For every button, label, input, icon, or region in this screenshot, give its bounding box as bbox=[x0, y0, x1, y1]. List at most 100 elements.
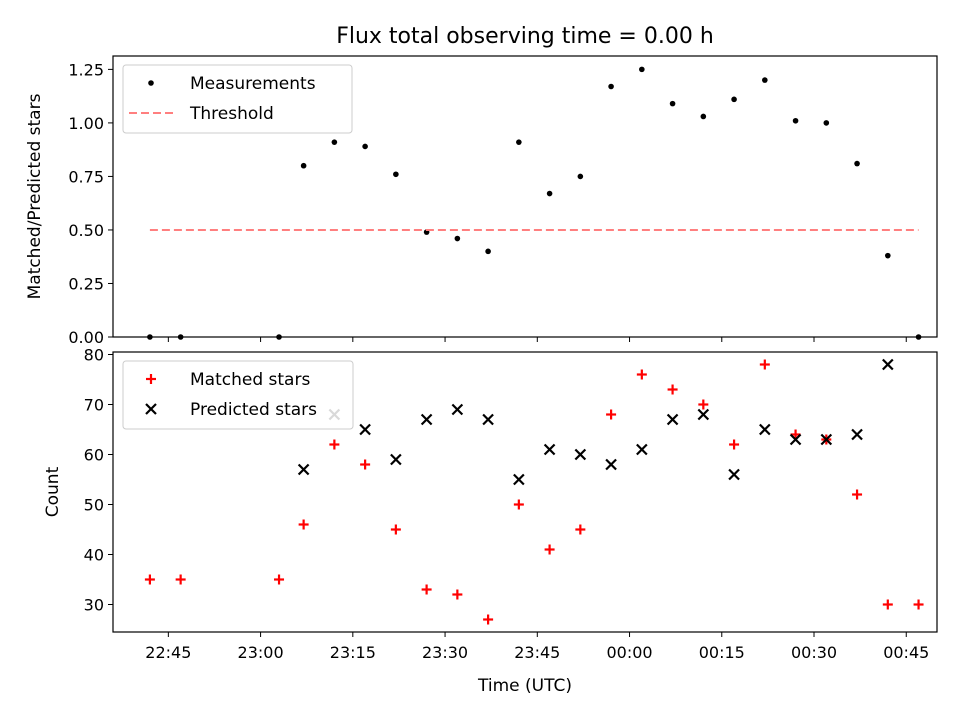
y-tick-label: 60 bbox=[84, 446, 104, 465]
predicted-star-point bbox=[789, 433, 802, 446]
predicted-star-point bbox=[482, 413, 494, 426]
x-axis-label: Time (UTC) bbox=[477, 676, 572, 696]
matched-star-point bbox=[274, 574, 285, 585]
y-tick-label: 70 bbox=[84, 396, 104, 415]
star-count-panel: Count Time (UTC) 30 40 50 60 70 80 22:45 23:00 2… bbox=[43, 346, 938, 696]
x-tick-label: 00:45 bbox=[883, 643, 929, 662]
predicted-star-point bbox=[759, 423, 771, 436]
measurement-point bbox=[608, 83, 614, 90]
measurement-point bbox=[700, 113, 707, 120]
legend-x-icon bbox=[145, 403, 157, 415]
measurement-point bbox=[669, 100, 676, 107]
matched-star-point bbox=[298, 519, 309, 530]
matched-star-point bbox=[144, 574, 155, 585]
y-tick-label: 1.00 bbox=[68, 114, 104, 133]
matched-star-point bbox=[636, 369, 647, 380]
measurement-point bbox=[762, 77, 768, 83]
measurement-point bbox=[731, 96, 737, 103]
legend[interactable]: Measurements Threshold bbox=[122, 64, 353, 134]
measurement-point bbox=[454, 235, 461, 242]
measurement-point bbox=[516, 139, 522, 145]
matched-star-point bbox=[575, 524, 586, 535]
measurement-point bbox=[331, 139, 338, 145]
predicted-star-point bbox=[636, 443, 648, 456]
matched-star-point bbox=[483, 614, 494, 625]
measurement-point bbox=[792, 117, 799, 124]
x-tick-label: 23:00 bbox=[238, 643, 284, 662]
y-tick-label: 0.50 bbox=[68, 221, 104, 240]
matched-star-point bbox=[852, 489, 863, 500]
predicted-star-point bbox=[666, 413, 679, 426]
matched-star-point bbox=[360, 459, 371, 470]
plot-frame bbox=[112, 55, 938, 338]
predicted-star-point bbox=[420, 413, 433, 426]
y-axis-label: Count bbox=[43, 466, 63, 517]
predicted-star-point bbox=[543, 443, 556, 456]
matched-star-point bbox=[421, 584, 432, 595]
measurement-point bbox=[300, 162, 307, 169]
y-tick-label: 0.00 bbox=[68, 328, 104, 347]
y-tick-label: 50 bbox=[84, 496, 104, 515]
matched-star-point bbox=[329, 439, 340, 450]
y-tick-label: 40 bbox=[84, 546, 104, 565]
flux-ratio-panel: Flux total observing time = 0.00 h Match… bbox=[25, 24, 938, 347]
measurement-point bbox=[885, 252, 891, 259]
x-tick-label: 00:15 bbox=[699, 643, 745, 662]
matched-star-point bbox=[759, 359, 770, 370]
predicted-star-point bbox=[513, 473, 525, 486]
legend-box bbox=[122, 360, 354, 430]
predicted-star-point bbox=[697, 408, 710, 421]
plot-frame bbox=[112, 351, 938, 633]
predicted-star-point bbox=[728, 468, 740, 481]
x-tick-label: 00:00 bbox=[606, 643, 652, 662]
matched-star-point bbox=[667, 384, 678, 395]
predicted-star-point bbox=[820, 433, 833, 446]
matched-star-point bbox=[913, 599, 924, 610]
predicted-star-point bbox=[851, 428, 863, 441]
legend-dot-icon bbox=[148, 80, 154, 86]
legend-label: Threshold bbox=[189, 104, 274, 124]
measurement-point bbox=[823, 120, 830, 126]
y-tick-label: 30 bbox=[84, 596, 104, 615]
measurement-point bbox=[854, 160, 860, 167]
y-tick-label: 80 bbox=[84, 346, 104, 365]
y-axis-ticks: 0.00 0.25 0.50 0.75 1.00 1.25 bbox=[68, 60, 907, 347]
predicted-star-point bbox=[390, 453, 402, 466]
x-tick-label: 23:45 bbox=[514, 643, 560, 662]
chart-title: Flux total observing time = 0.00 h bbox=[336, 24, 714, 49]
measurement-point bbox=[577, 173, 584, 180]
legend-plus-icon bbox=[146, 374, 156, 384]
legend-label: Predicted stars bbox=[190, 400, 317, 420]
predicted-star-point bbox=[574, 448, 587, 461]
matched-star-point bbox=[729, 439, 740, 450]
x-tick-label: 23:30 bbox=[422, 643, 468, 662]
y-tick-label: 0.75 bbox=[68, 167, 104, 186]
matched-star-point bbox=[390, 524, 401, 535]
y-tick-label: 1.25 bbox=[68, 60, 104, 79]
matched-star-point bbox=[698, 399, 709, 410]
x-tick-label: 00:30 bbox=[791, 643, 837, 662]
legend-box bbox=[122, 64, 353, 134]
predicted-star-point bbox=[882, 358, 894, 371]
axis-ticks: 30 40 50 60 70 80 22:45 23:00 23:15 23:30 23:45 00:… bbox=[84, 346, 930, 663]
matched-star-point bbox=[513, 499, 524, 510]
measurement-point bbox=[393, 171, 399, 178]
matched-star-point bbox=[544, 544, 555, 555]
matched-star-point bbox=[606, 409, 617, 420]
predicted-star-point bbox=[451, 403, 464, 416]
matched-star-point bbox=[882, 599, 893, 610]
matched-star-point bbox=[790, 429, 801, 440]
matched-star-point bbox=[452, 589, 463, 600]
measurement-point bbox=[485, 248, 491, 255]
measurement-point bbox=[639, 66, 645, 73]
legend[interactable]: Matched stars Predicted stars bbox=[122, 360, 354, 430]
x-tick-label: 22:45 bbox=[145, 643, 191, 662]
predicted-star-point bbox=[605, 458, 617, 471]
measurement-point bbox=[546, 190, 553, 197]
measurement-point bbox=[362, 143, 368, 150]
y-tick-label: 0.25 bbox=[68, 274, 104, 293]
legend-label: Measurements bbox=[190, 74, 316, 94]
y-axis-label: Matched/Predicted stars bbox=[25, 93, 45, 299]
x-tick-label: 23:15 bbox=[330, 643, 376, 662]
